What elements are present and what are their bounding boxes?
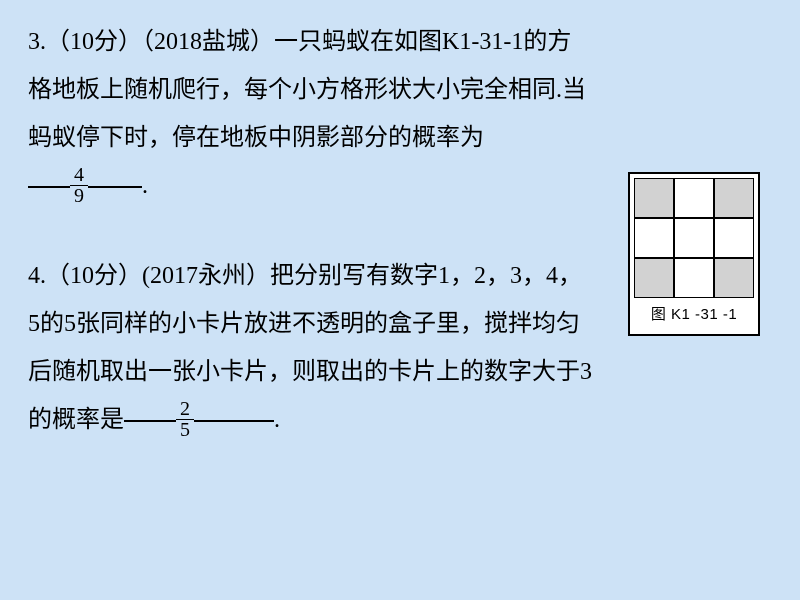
- blank-before: [28, 186, 70, 188]
- blank-after: [88, 186, 142, 188]
- q4-period: .: [274, 407, 280, 433]
- q4-line3: 后随机取出一张小卡片，则取出的卡片上的数字大于3: [28, 348, 772, 396]
- q4-line4: 的概率是 25.: [28, 396, 772, 444]
- q4-answer-num: 2: [176, 399, 194, 420]
- grid-cell: [674, 258, 714, 298]
- page: 3.（10分）（2018盐城）一只蚂蚁在如图K1-31-1的方 格地板上随机爬行…: [0, 0, 800, 444]
- q3-line4: 49.: [28, 162, 588, 210]
- q3-line3: 蚂蚁停下时，停在地板中阴影部分的概率为: [28, 114, 772, 162]
- grid-cell: [674, 178, 714, 218]
- q3-answer-num: 4: [70, 165, 88, 186]
- grid-cell: [674, 218, 714, 258]
- q3-answer-fraction: 49: [70, 165, 88, 206]
- grid-cell: [634, 258, 674, 298]
- grid-cell: [714, 218, 754, 258]
- grid-cell: [714, 258, 754, 298]
- grid-cell: [634, 178, 674, 218]
- figure-caption: 图 K1 -31 -1: [630, 300, 758, 334]
- q4-answer-den: 5: [176, 420, 194, 440]
- q4-prefix: 的概率是: [28, 407, 124, 433]
- q3-line2: 格地板上随机爬行，每个小方格形状大小完全相同.当: [28, 66, 772, 114]
- q3-line1: 3.（10分）（2018盐城）一只蚂蚁在如图K1-31-1的方: [28, 18, 772, 66]
- q3-period: .: [142, 173, 148, 199]
- blank-after: [194, 420, 274, 422]
- grid-cell: [714, 178, 754, 218]
- q4-answer-fraction: 25: [176, 399, 194, 440]
- grid-3x3: [634, 178, 754, 298]
- blank-before: [124, 420, 176, 422]
- grid-cell: [634, 218, 674, 258]
- q3-answer-den: 9: [70, 186, 88, 206]
- figure-k1-31-1: 图 K1 -31 -1: [628, 172, 760, 336]
